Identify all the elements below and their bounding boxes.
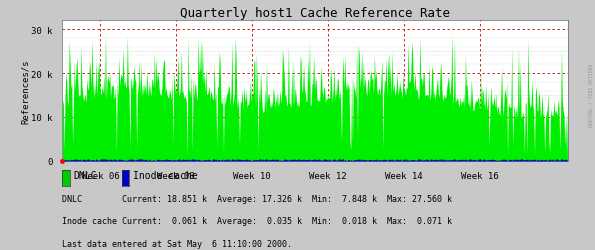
Text: Inode cache Current:  0.061 k  Average:  0.035 k  Min:  0.018 k  Max:  0.071 k: Inode cache Current: 0.061 k Average: 0.… xyxy=(62,216,452,225)
Title: Quarterly host1 Cache Reference Rate: Quarterly host1 Cache Reference Rate xyxy=(180,7,450,20)
Text: Inode cache: Inode cache xyxy=(133,170,198,180)
Text: RRDTOOL / TOBI OETIKER: RRDTOOL / TOBI OETIKER xyxy=(588,64,593,126)
Text: Last data entered at Sat May  6 11:10:00 2000.: Last data entered at Sat May 6 11:10:00 … xyxy=(62,239,293,248)
Y-axis label: References/s: References/s xyxy=(21,59,30,123)
Text: DNLC: DNLC xyxy=(73,170,96,180)
Text: DNLC        Current: 18.851 k  Average: 17.326 k  Min:  7.848 k  Max: 27.560 k: DNLC Current: 18.851 k Average: 17.326 k… xyxy=(62,194,452,203)
